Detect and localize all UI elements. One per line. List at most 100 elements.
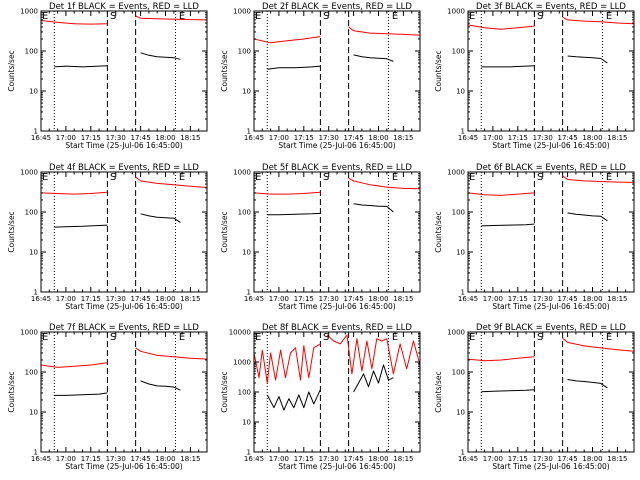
x-tick-label: 17:00 xyxy=(269,295,289,303)
y-axis-label: Counts/sec xyxy=(220,211,229,252)
y-tick-label: 1000 xyxy=(233,169,251,177)
x-tick-label: 18:00 xyxy=(582,134,602,142)
x-tick-label: 16:45 xyxy=(31,295,51,303)
x-axis-label: Start Time (25-Jul-06 16:45:00) xyxy=(492,302,609,311)
x-tick-label: 18:15 xyxy=(607,455,627,463)
x-tick-label: 17:15 xyxy=(508,295,528,303)
events-series-line xyxy=(567,212,608,222)
y-axis-label: Counts/sec xyxy=(220,50,229,91)
events-series-line xyxy=(54,224,108,228)
events-series-line xyxy=(353,203,394,213)
x-tick-label: 17:15 xyxy=(81,295,101,303)
y-tick-label: 1 xyxy=(34,128,38,136)
x-tick-label: 17:15 xyxy=(508,134,528,142)
y-axis-label: Counts/sec xyxy=(220,371,229,412)
y-tick-label: 1 xyxy=(461,289,465,297)
y-tick-label: 10 xyxy=(29,88,38,96)
start-end-marker: E xyxy=(42,11,48,22)
x-tick-label: 18:00 xyxy=(582,455,602,463)
x-tick-label: 18:15 xyxy=(607,134,627,142)
x-axis-label: Start Time (25-Jul-06 16:45:00) xyxy=(492,462,609,471)
start-end-marker: E xyxy=(255,11,261,22)
events-series-line xyxy=(353,54,394,62)
x-tick-label: 18:15 xyxy=(180,455,200,463)
x-tick-label: 18:15 xyxy=(180,295,200,303)
chart-title: Det 1f BLACK = Events, RED = LLD xyxy=(49,2,199,12)
y-tick-label: 100 xyxy=(452,48,465,56)
events-series-line xyxy=(54,65,108,68)
saa-marker: S xyxy=(110,11,116,22)
events-series-line xyxy=(140,52,181,60)
x-tick-label: 18:00 xyxy=(368,455,388,463)
y-tick-label: 1000 xyxy=(447,169,465,177)
detector-chart-9: Det 9f BLACK = Events, RED = LLD 1 10 100 10… xyxy=(434,323,635,471)
start-end-marker: E xyxy=(392,172,398,183)
x-tick-label: 18:15 xyxy=(393,295,413,303)
saa-marker: S xyxy=(537,332,543,343)
x-tick-label: 18:00 xyxy=(582,295,602,303)
x-tick-label: 18:15 xyxy=(180,134,200,142)
x-tick-label: 17:45 xyxy=(344,295,364,303)
detector-chart-8: Det 8f BLACK = Events, RED = LLD 1 10 100 10… xyxy=(220,323,421,471)
x-tick-label: 18:15 xyxy=(393,134,413,142)
y-tick-label: 10 xyxy=(29,249,38,257)
y-tick-label: 100 xyxy=(452,209,465,217)
x-tick-label: 18:00 xyxy=(368,295,388,303)
y-tick-label: 1 xyxy=(247,128,251,136)
chart-title: Det 7f BLACK = Events, RED = LLD xyxy=(49,323,199,333)
start-end-marker: E xyxy=(469,172,475,183)
x-tick-label: 17:45 xyxy=(344,455,364,463)
x-tick-label: 17:45 xyxy=(558,455,578,463)
x-tick-label: 16:45 xyxy=(458,295,478,303)
events-series-line xyxy=(481,223,535,227)
x-axis-label: Start Time (25-Jul-06 16:45:00) xyxy=(278,302,395,311)
lld-series-line xyxy=(253,191,321,195)
y-tick-label: 1000 xyxy=(20,329,38,337)
x-tick-label: 16:45 xyxy=(31,455,51,463)
lld-series-line xyxy=(562,175,635,183)
start-end-marker: E xyxy=(606,11,612,22)
y-tick-label: 10 xyxy=(456,409,465,417)
saa-marker: S xyxy=(110,332,116,343)
start-end-marker: E xyxy=(179,11,185,22)
start-end-marker: E xyxy=(469,11,475,22)
lld-series-line xyxy=(253,36,321,44)
y-axis-label: Counts/sec xyxy=(434,371,443,412)
lld-series-line xyxy=(135,347,208,360)
start-end-marker: E xyxy=(179,332,185,343)
x-tick-label: 17:45 xyxy=(558,134,578,142)
plot-frame xyxy=(40,10,208,132)
x-tick-label: 17:30 xyxy=(533,134,553,142)
y-axis-label: Counts/sec xyxy=(7,50,16,91)
x-tick-label: 18:15 xyxy=(607,295,627,303)
lld-series-line xyxy=(40,20,108,25)
events-series-line xyxy=(140,213,181,223)
plot-frame xyxy=(467,171,635,293)
y-tick-label: 1000 xyxy=(233,359,251,367)
chart-title: Det 2f BLACK = Events, RED = LLD xyxy=(262,2,412,12)
y-axis-label: Counts/sec xyxy=(7,211,16,252)
x-tick-label: 17:30 xyxy=(319,134,339,142)
y-tick-label: 1 xyxy=(247,289,251,297)
x-tick-label: 16:45 xyxy=(458,134,478,142)
y-tick-label: 100 xyxy=(25,48,38,56)
x-tick-label: 16:45 xyxy=(244,455,264,463)
lld-series-line xyxy=(135,15,208,21)
y-tick-label: 1000 xyxy=(20,8,38,16)
x-tick-label: 17:00 xyxy=(483,455,503,463)
y-tick-label: 1 xyxy=(34,289,38,297)
plot-frame xyxy=(40,171,208,293)
y-tick-label: 100 xyxy=(238,209,251,217)
x-tick-label: 18:00 xyxy=(155,134,175,142)
y-tick-label: 10 xyxy=(242,419,251,427)
y-tick-label: 1000 xyxy=(447,329,465,337)
x-axis-label: Start Time (25-Jul-06 16:45:00) xyxy=(65,462,182,471)
start-end-marker: E xyxy=(392,11,398,22)
saa-marker: S xyxy=(323,11,329,22)
x-tick-label: 17:45 xyxy=(131,134,151,142)
x-tick-label: 18:00 xyxy=(368,134,388,142)
lld-series-line xyxy=(467,192,535,196)
start-end-marker: E xyxy=(392,332,398,343)
detector-chart-1: Det 1f BLACK = Events, RED = LLD 1 10 100 10… xyxy=(7,2,208,150)
saa-marker: S xyxy=(323,172,329,183)
